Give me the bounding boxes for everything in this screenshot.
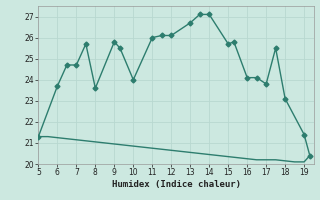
X-axis label: Humidex (Indice chaleur): Humidex (Indice chaleur)	[111, 180, 241, 189]
